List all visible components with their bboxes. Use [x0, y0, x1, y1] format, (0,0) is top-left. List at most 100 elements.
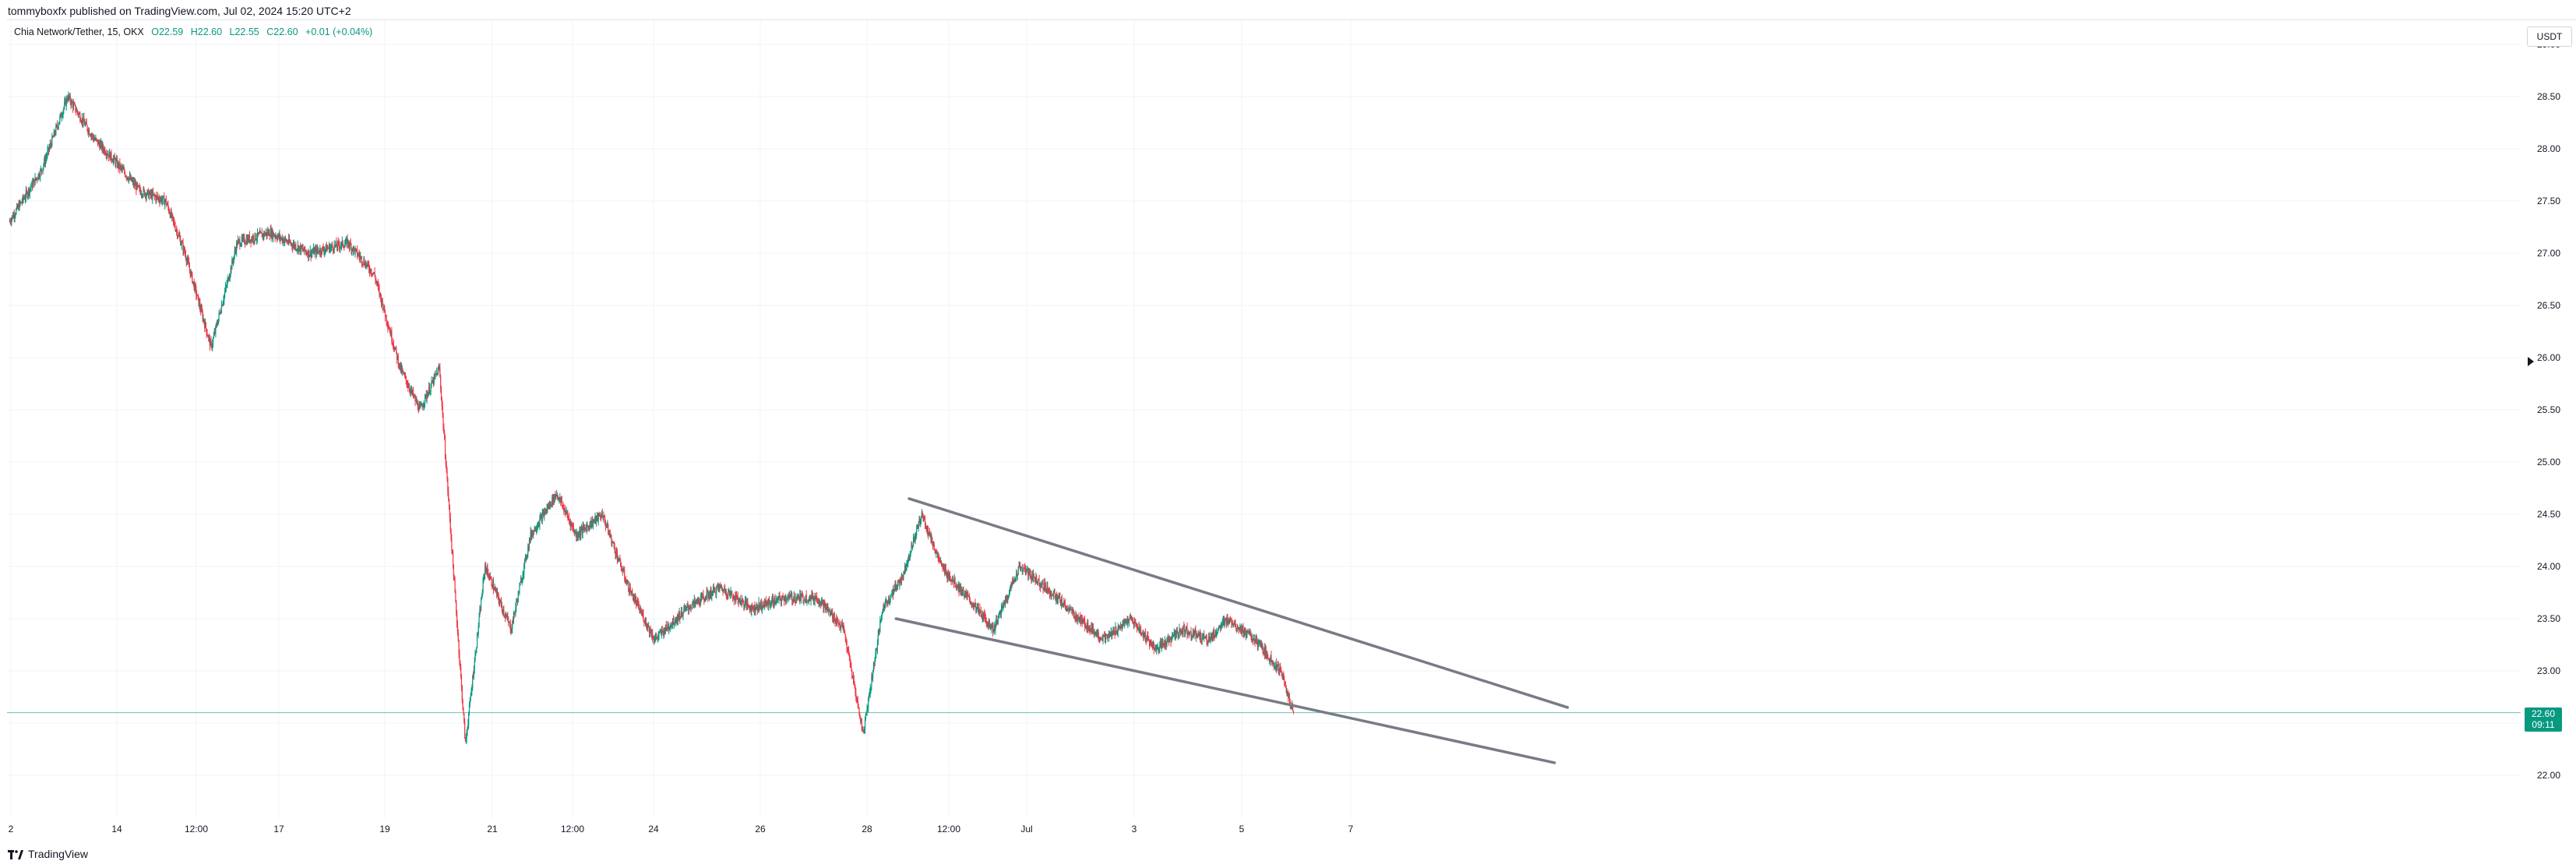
- candle: [1028, 567, 1030, 580]
- candle-body: [965, 592, 967, 594]
- candle-body: [770, 604, 771, 605]
- candle: [340, 242, 342, 249]
- candle: [15, 211, 16, 219]
- candle-body: [92, 135, 93, 136]
- candle: [58, 122, 60, 125]
- candle-body: [291, 243, 293, 246]
- candle-body: [622, 570, 624, 572]
- candle-body: [421, 405, 423, 408]
- candle: [902, 575, 904, 580]
- candle-body: [305, 250, 307, 252]
- candle: [680, 616, 682, 619]
- candle-body: [665, 624, 667, 629]
- candle-body: [236, 242, 238, 252]
- candle: [828, 609, 830, 612]
- candle-body: [379, 293, 381, 295]
- candle-body: [383, 305, 385, 309]
- candle: [843, 622, 844, 633]
- candle-body: [622, 570, 623, 572]
- candle-body: [932, 544, 935, 547]
- candle: [101, 140, 103, 154]
- candle-body: [157, 197, 159, 199]
- candle: [725, 588, 727, 599]
- candle: [1025, 568, 1027, 576]
- candle-body: [916, 528, 918, 535]
- candle: [840, 620, 843, 626]
- candle-body: [339, 245, 340, 249]
- candle: [164, 199, 166, 210]
- candle-body: [896, 587, 897, 590]
- candle-body: [1045, 587, 1047, 589]
- candle: [886, 601, 888, 605]
- candle: [936, 549, 938, 554]
- candle-body: [493, 589, 495, 591]
- candle: [414, 393, 415, 397]
- candle: [693, 595, 695, 609]
- candle-body: [1057, 597, 1059, 600]
- candle-body: [516, 601, 518, 602]
- candle: [1003, 599, 1005, 609]
- candle-body: [981, 616, 982, 619]
- candle-body: [946, 573, 947, 576]
- candle-body: [876, 643, 879, 651]
- candle-body: [603, 515, 604, 520]
- candle: [847, 647, 848, 653]
- candle-body: [195, 284, 196, 288]
- candle: [886, 599, 887, 608]
- candle-body: [544, 509, 547, 514]
- candle-body: [752, 607, 755, 611]
- candle-body: [1063, 601, 1065, 604]
- candle-body: [703, 597, 705, 601]
- candle-body: [38, 174, 40, 178]
- candle-body: [232, 259, 234, 262]
- candle-body: [971, 603, 973, 605]
- candle: [93, 134, 94, 143]
- candle: [622, 568, 623, 577]
- candle: [655, 632, 657, 641]
- candle-body: [229, 274, 231, 278]
- candle-body: [463, 713, 465, 722]
- candle: [697, 597, 699, 604]
- candle-body: [602, 517, 604, 520]
- candle: [947, 571, 949, 583]
- candle-body: [42, 168, 44, 171]
- candle: [940, 557, 942, 564]
- candle-body: [527, 546, 529, 554]
- candle-body: [220, 305, 223, 312]
- candle: [685, 605, 686, 612]
- candle-body: [912, 545, 914, 547]
- candle-body: [997, 616, 999, 624]
- candle: [476, 647, 477, 654]
- candle-body: [860, 720, 862, 722]
- candle-body: [887, 600, 889, 604]
- candle: [687, 600, 689, 609]
- candle: [44, 154, 46, 168]
- candle: [454, 576, 456, 594]
- candle-body: [638, 602, 640, 610]
- candle: [20, 201, 23, 203]
- candle: [865, 713, 866, 722]
- candle: [635, 593, 636, 605]
- candle-body: [604, 517, 606, 523]
- candle-body: [136, 183, 138, 190]
- candle: [891, 590, 893, 598]
- candle-body: [26, 190, 27, 192]
- candle: [439, 362, 441, 378]
- candle: [440, 386, 442, 401]
- candle: [960, 583, 962, 596]
- candle-body: [320, 249, 322, 253]
- candle: [961, 589, 963, 597]
- candle: [944, 563, 946, 577]
- candle: [566, 506, 567, 516]
- candle-body: [661, 630, 663, 632]
- candle: [833, 612, 834, 625]
- candle-body: [9, 221, 11, 222]
- candle: [64, 97, 65, 110]
- candle: [866, 704, 868, 716]
- candle-body: [932, 543, 934, 547]
- candle-body: [341, 240, 343, 242]
- candle: [389, 327, 391, 337]
- candle-body: [796, 597, 798, 600]
- candle-body: [581, 528, 583, 534]
